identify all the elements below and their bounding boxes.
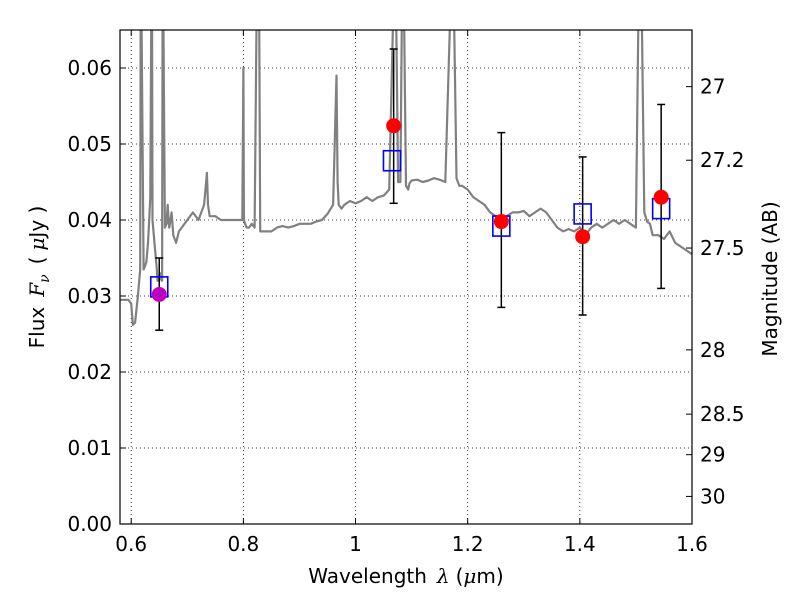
y-tick-label: 0.02 bbox=[67, 360, 112, 384]
x-tick-label: 0.6 bbox=[115, 532, 147, 556]
model-photometry-point bbox=[382, 149, 402, 172]
y2-tick-label: 27 bbox=[700, 75, 725, 99]
plot-area bbox=[120, 30, 692, 331]
y-tick-label: 0.06 bbox=[67, 56, 112, 80]
x-tick-label: 0.8 bbox=[227, 532, 259, 556]
y2-axis-label: Magnitude (AB) bbox=[758, 201, 782, 356]
y-tick-label: 0.03 bbox=[67, 284, 112, 308]
y2-tick-label: 27.2 bbox=[700, 148, 745, 172]
x-tick-label: 1 bbox=[349, 532, 362, 556]
y-tick-label: 0.04 bbox=[67, 208, 112, 232]
observed-flux-point bbox=[151, 286, 167, 302]
y2-tick-label: 28 bbox=[700, 338, 725, 362]
model-photometry-point bbox=[573, 203, 592, 225]
plot-frame bbox=[119, 29, 693, 525]
y-tick-label: 0.05 bbox=[67, 132, 112, 156]
y2-tick-label: 30 bbox=[700, 484, 725, 508]
observed-flux-point bbox=[493, 214, 509, 230]
x-axis: 0.6 0.8 1 1.2 1.4 1.6 bbox=[115, 30, 708, 556]
model-spectrum-line bbox=[120, 30, 692, 326]
y2-tick-label: 28.5 bbox=[700, 402, 745, 426]
x-axis-label: Wavelength λ (μm) bbox=[308, 564, 503, 588]
x-tick-label: 1.2 bbox=[452, 532, 484, 556]
y-axis-right: 27 27.2 27.5 28 28.5 29 30 bbox=[686, 75, 745, 508]
y-tick-label: 0.00 bbox=[67, 512, 112, 536]
y2-tick-label: 27.5 bbox=[700, 236, 745, 260]
observed-flux-point bbox=[653, 189, 669, 205]
x-tick-label: 1.4 bbox=[564, 532, 596, 556]
y2-tick-label: 29 bbox=[700, 443, 725, 467]
y-axis-left: 0.00 0.01 0.02 0.03 0.04 0.05 0.06 bbox=[67, 56, 126, 536]
y-tick-label: 0.01 bbox=[67, 436, 112, 460]
y-axis-label: FluxFν(μJy ) bbox=[25, 206, 53, 349]
observed-flux-point bbox=[386, 118, 402, 134]
x-tick-label: 1.6 bbox=[676, 532, 708, 556]
observed-flux-point bbox=[575, 229, 591, 245]
